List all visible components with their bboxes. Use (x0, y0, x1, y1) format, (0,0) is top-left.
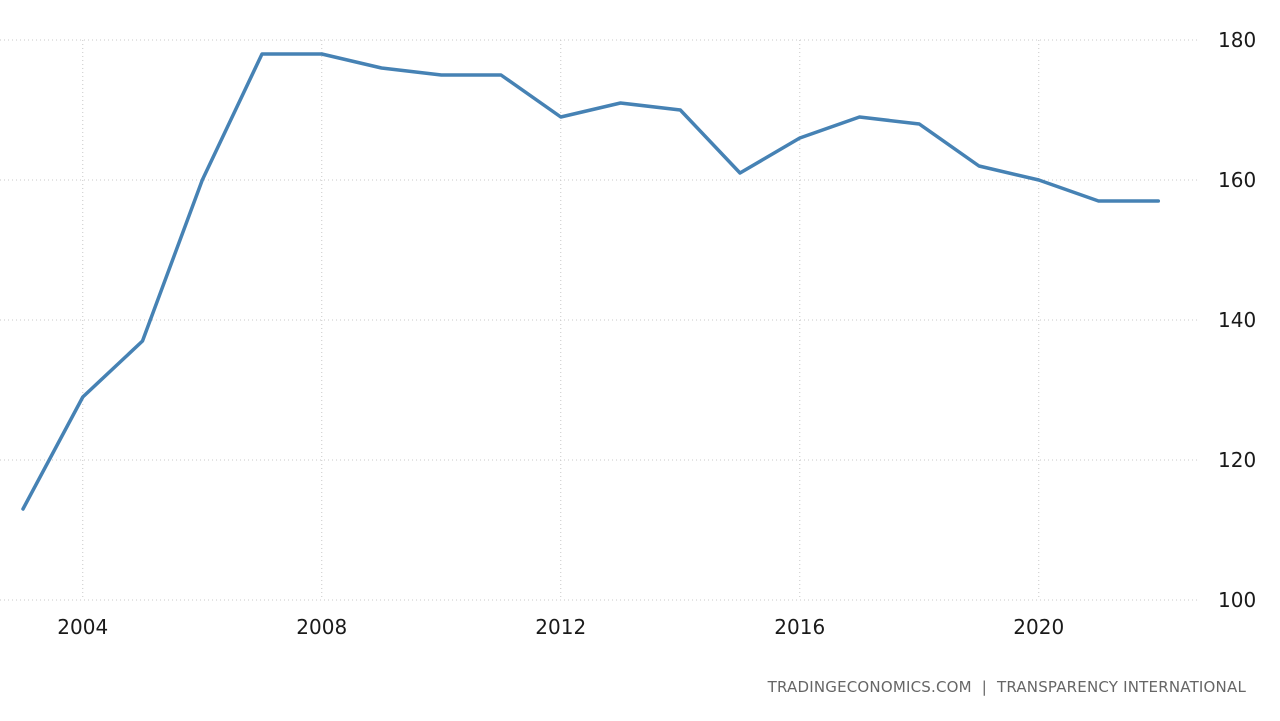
y-tick-label: 120 (1218, 448, 1256, 472)
x-tick-label: 2012 (535, 615, 586, 639)
data-point-2003[interactable] (18, 504, 28, 514)
series-line-0[interactable] (21, 52, 1161, 511)
source-transparency-international[interactable]: TRANSPARENCY INTERNATIONAL (996, 678, 1246, 696)
data-point-2011[interactable] (496, 70, 506, 80)
source-attribution: TRADINGECONOMICS.COM | TRANSPARENCY INTE… (768, 678, 1246, 696)
data-point-2021[interactable] (1094, 196, 1104, 206)
x-axis-ticks: 2004 2008 2012 2016 2020 (57, 615, 1064, 639)
data-point-2015[interactable] (735, 168, 745, 178)
data-point-2019[interactable] (974, 161, 984, 171)
x-tick-label: 2016 (774, 615, 825, 639)
data-point-2010[interactable] (436, 70, 446, 80)
data-point-2016[interactable] (795, 133, 805, 143)
data-point-2013[interactable] (616, 98, 626, 108)
x-tick-label: 2004 (57, 615, 108, 639)
data-point-2014[interactable] (675, 105, 685, 115)
gridlines (0, 39, 1200, 601)
data-point-2018[interactable] (914, 119, 924, 129)
data-point-2005[interactable] (138, 336, 148, 346)
data-point-2017[interactable] (855, 112, 865, 122)
source-separator: | (981, 678, 988, 696)
y-tick-label: 160 (1218, 168, 1256, 192)
series-layer (18, 49, 1163, 514)
data-point-2006[interactable] (197, 175, 207, 185)
y-tick-label: 100 (1218, 588, 1256, 612)
data-point-2007[interactable] (257, 49, 267, 59)
x-tick-label: 2008 (296, 615, 347, 639)
y-tick-label: 140 (1218, 308, 1256, 332)
data-point-2012[interactable] (556, 112, 566, 122)
y-tick-label: 180 (1218, 28, 1256, 52)
data-point-2022[interactable] (1153, 196, 1163, 206)
data-point-2004[interactable] (78, 392, 88, 402)
data-point-2020[interactable] (1034, 175, 1044, 185)
y-axis-ticks: 180 160 140 120 100 (1218, 28, 1256, 612)
source-tradingeconomics[interactable]: TRADINGECONOMICS.COM (767, 678, 972, 696)
x-tick-label: 2020 (1013, 615, 1064, 639)
data-point-2009[interactable] (377, 63, 387, 73)
data-point-2008[interactable] (317, 49, 327, 59)
